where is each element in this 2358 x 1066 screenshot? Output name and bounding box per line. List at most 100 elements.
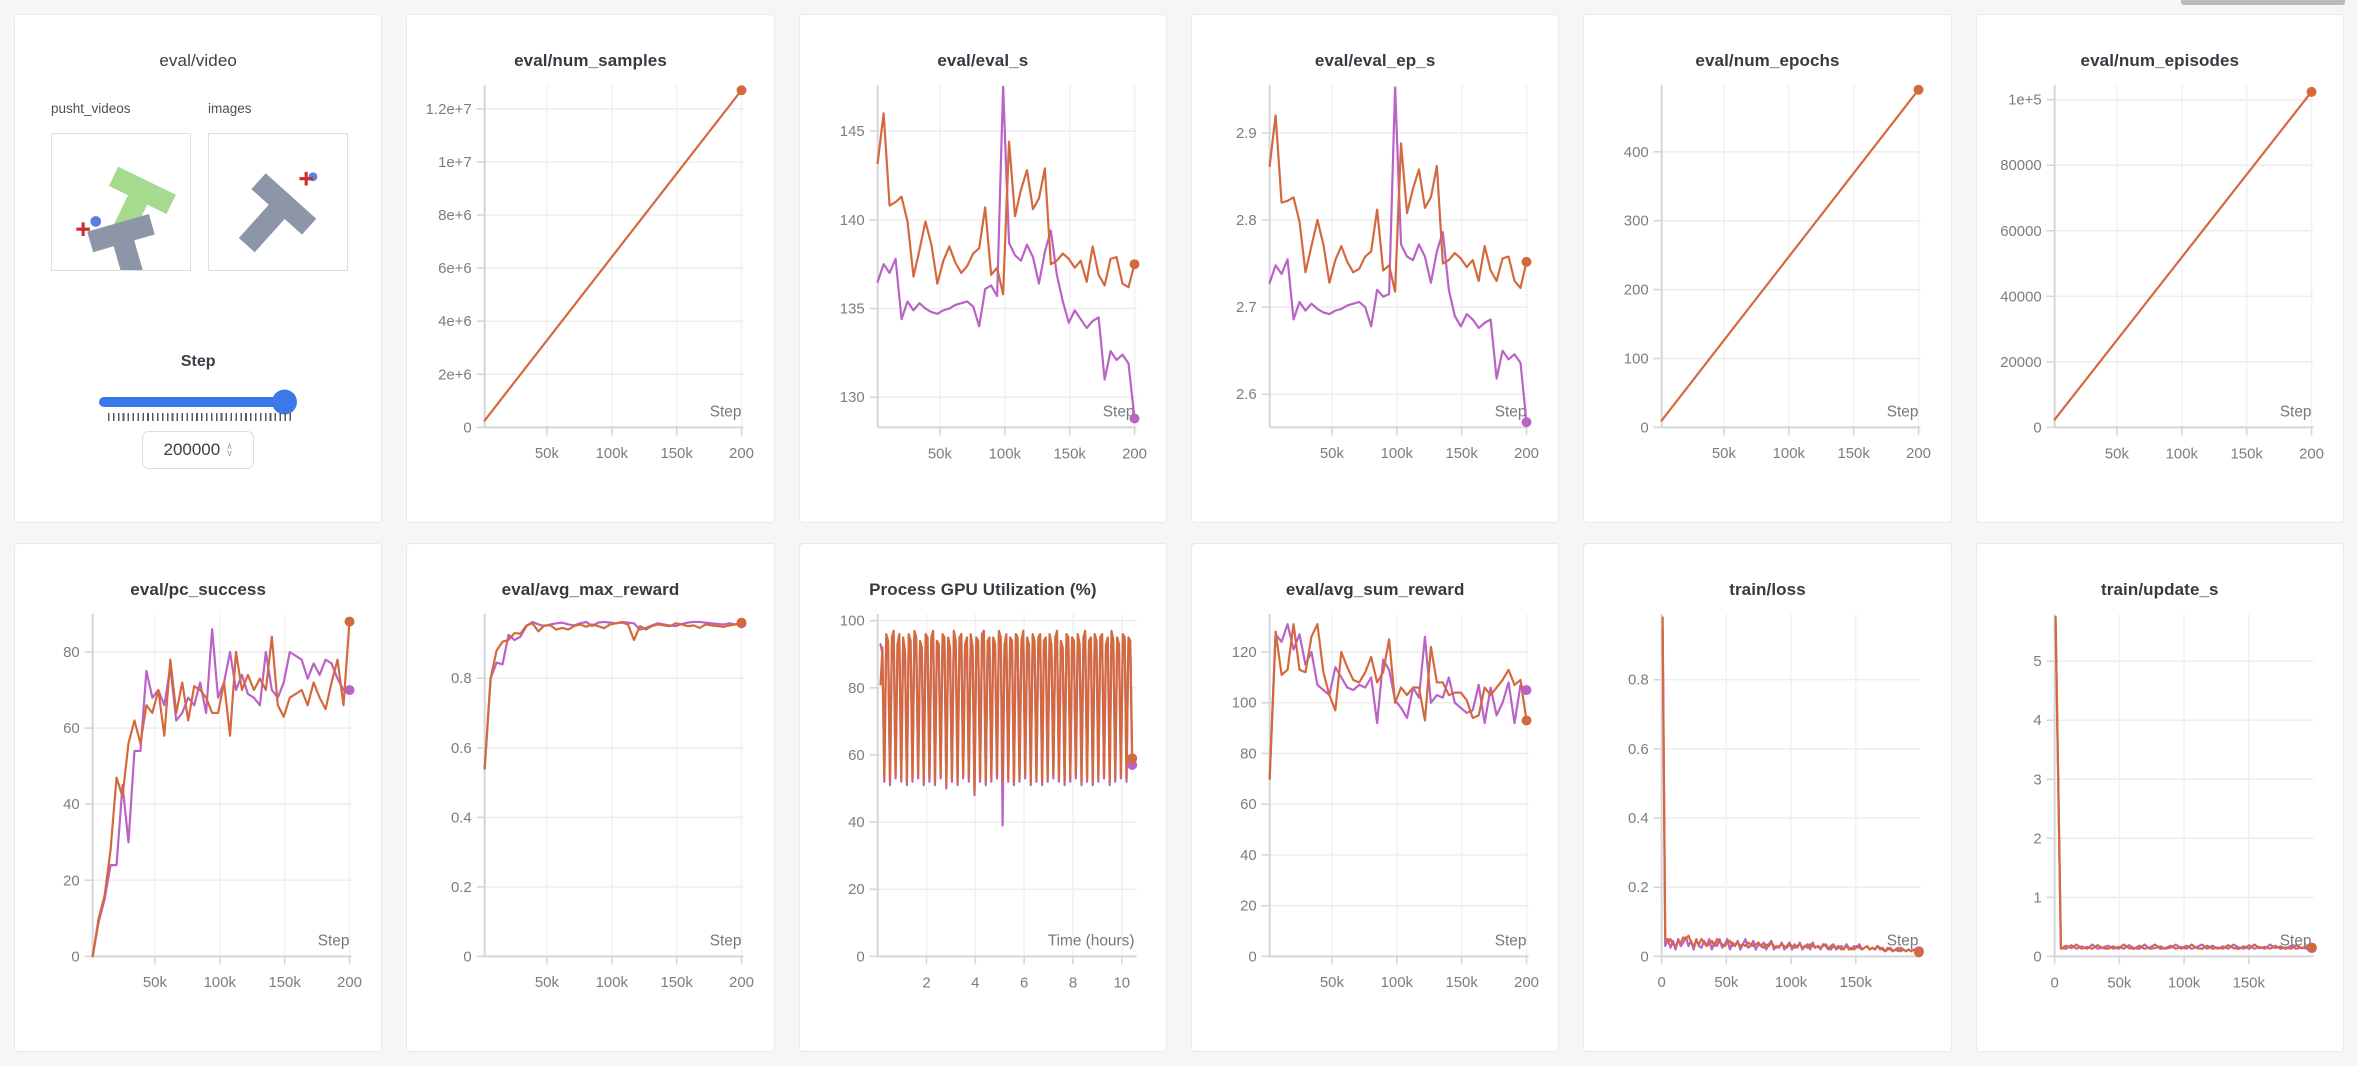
svg-text:0.6: 0.6: [1628, 741, 1649, 758]
video-panel-body: pusht_videos images: [15, 77, 381, 520]
panel-title: eval/eval_s: [937, 51, 1029, 70]
media-label-images: images: [208, 101, 252, 116]
panel-eval-avg-sum-reward: eval/avg_sum_reward 0 20 40 60 80 100 120 50k 10…: [1191, 543, 1560, 1052]
svg-text:2.8: 2.8: [1236, 212, 1257, 229]
stepper-down-icon[interactable]: ∨: [226, 448, 233, 458]
chart-train-update-s[interactable]: 0 1 2 3 4 5 0 50k 100k 150k Step: [1977, 606, 2343, 1028]
pusht-video-thumbnail[interactable]: [51, 133, 191, 271]
svg-text:200: 200: [1624, 282, 1649, 299]
panel-eval-num-epochs: eval/num_epochs 0 100 200 300 400 50k 100k 150k…: [1583, 14, 1952, 523]
svg-text:50k: 50k: [535, 445, 560, 462]
svg-text:4: 4: [971, 974, 979, 991]
chart-eval-avg-max-reward[interactable]: 0 0.2 0.4 0.6 0.8 50k 100k 150k 200 Step: [407, 606, 773, 1028]
stepper-icons[interactable]: ∧ ∨: [226, 441, 233, 458]
step-slider-thumb[interactable]: [272, 389, 297, 415]
svg-text:2: 2: [2033, 830, 2041, 847]
chart-gpu-utilization[interactable]: 0 20 40 60 80 100 2 4 6 8 10 Time (hours): [800, 606, 1166, 1028]
svg-text:Step: Step: [1495, 403, 1527, 420]
svg-text:135: 135: [839, 301, 864, 318]
svg-text:60: 60: [848, 747, 865, 764]
pusht-image-icon: [238, 171, 318, 253]
svg-text:Time (hours): Time (hours): [1047, 932, 1134, 949]
chart-eval-num-episodes[interactable]: 0 20000 40000 60000 80000 1e+5 50k 100k 150k 200 S…: [1977, 77, 2343, 499]
svg-text:0.4: 0.4: [1628, 810, 1649, 827]
chart-eval-num-epochs[interactable]: 0 100 200 300 400 50k 100k 150k 200 Step: [1584, 77, 1950, 499]
svg-text:80: 80: [1240, 745, 1257, 762]
chart-eval-eval-ep-s[interactable]: 2.6 2.7 2.8 2.9 50k 100k 150k 200 Step: [1192, 77, 1558, 499]
svg-text:60: 60: [63, 720, 80, 737]
svg-text:4: 4: [2033, 712, 2041, 729]
svg-text:200: 200: [729, 974, 754, 991]
panel-title: eval/pc_success: [130, 580, 267, 599]
svg-text:150k: 150k: [661, 974, 694, 991]
svg-text:2e+6: 2e+6: [438, 366, 472, 383]
svg-text:50k: 50k: [1712, 445, 1737, 462]
svg-text:0: 0: [464, 419, 472, 436]
panel-title: eval/num_epochs: [1695, 51, 1840, 70]
chart-eval-avg-sum-reward[interactable]: 0 20 40 60 80 100 120 50k 100k 150k 200 Step: [1192, 606, 1558, 1028]
svg-text:200: 200: [1906, 445, 1931, 462]
panel-title: eval/num_samples: [514, 51, 667, 70]
chart-eval-num-samples[interactable]: 0 2e+6 4e+6 6e+6 8e+6 1e+7 1.2e+7 50k 100k 150k 20…: [407, 77, 773, 499]
svg-text:Step: Step: [1495, 932, 1527, 949]
stepper-up-icon[interactable]: ∧: [226, 441, 233, 451]
svg-text:Step: Step: [710, 932, 742, 949]
svg-text:100: 100: [1232, 695, 1257, 712]
chart-eval-eval-s[interactable]: 130 135 140 145 50k 100k 150k 200 Step: [800, 77, 1166, 499]
panel-title: train/update_s: [2101, 580, 2219, 599]
svg-text:20000: 20000: [2000, 354, 2042, 371]
svg-text:100: 100: [839, 613, 864, 630]
svg-text:Step: Step: [1887, 403, 1919, 420]
svg-text:0: 0: [71, 948, 79, 965]
svg-text:0: 0: [1658, 974, 1666, 991]
step-value-input[interactable]: 200000 ∧ ∨: [142, 431, 255, 469]
svg-text:100k: 100k: [596, 445, 629, 462]
svg-text:100k: 100k: [988, 445, 1021, 462]
svg-text:0.2: 0.2: [1628, 879, 1649, 896]
panel-eval-eval-ep-s: eval/eval_ep_s 2.6 2.7 2.8 2.9 50k 100k 150k 20…: [1191, 14, 1560, 523]
svg-text:Step: Step: [2279, 403, 2311, 420]
svg-text:1.2e+7: 1.2e+7: [426, 101, 472, 118]
target-cross: [299, 171, 313, 186]
svg-text:150k: 150k: [1445, 974, 1478, 991]
svg-text:50k: 50k: [1320, 445, 1345, 462]
svg-text:Step: Step: [2279, 932, 2311, 949]
svg-text:Step: Step: [1102, 403, 1134, 420]
panel-title: eval/avg_sum_reward: [1285, 580, 1465, 599]
svg-text:8e+6: 8e+6: [438, 207, 472, 224]
panel-title: eval/num_episodes: [2080, 51, 2240, 70]
horizontal-scrollbar[interactable]: [2181, 0, 2345, 5]
panel-train-update-s: train/update_s 0 1 2 3 4 5 0 50k 100k 150k Step: [1975, 543, 2344, 1052]
svg-text:120: 120: [1232, 644, 1257, 661]
svg-text:20: 20: [848, 881, 865, 898]
svg-text:20: 20: [1240, 898, 1257, 915]
svg-text:150k: 150k: [2232, 974, 2265, 991]
svg-text:100k: 100k: [204, 974, 237, 991]
images-thumbnail[interactable]: [208, 133, 348, 271]
svg-text:50k: 50k: [143, 974, 168, 991]
svg-text:4e+6: 4e+6: [438, 313, 472, 330]
svg-text:2.9: 2.9: [1236, 125, 1257, 142]
target-cross: [76, 222, 90, 236]
panel-train-loss: train/loss 0 0.2 0.4 0.6 0.8 0 50k 100k 150k Step: [1583, 543, 1952, 1052]
svg-text:200: 200: [729, 445, 754, 462]
svg-text:60000: 60000: [2000, 223, 2042, 240]
svg-text:50k: 50k: [1715, 974, 1740, 991]
svg-text:50k: 50k: [535, 974, 560, 991]
chart-train-loss[interactable]: 0 0.2 0.4 0.6 0.8 0 50k 100k 150k Step: [1584, 606, 1950, 1028]
svg-text:50k: 50k: [1320, 974, 1345, 991]
svg-text:200: 200: [1514, 974, 1539, 991]
svg-text:0: 0: [2033, 948, 2041, 965]
svg-text:80000: 80000: [2000, 157, 2042, 174]
step-slider-track[interactable]: [99, 389, 297, 415]
svg-text:200: 200: [337, 974, 362, 991]
svg-text:60: 60: [1240, 796, 1257, 813]
svg-text:2: 2: [922, 974, 930, 991]
svg-text:1e+5: 1e+5: [2008, 92, 2042, 109]
svg-text:6: 6: [1020, 974, 1028, 991]
svg-text:100k: 100k: [596, 974, 629, 991]
gray-t-shape: [87, 213, 155, 270]
panel-title: eval/eval_ep_s: [1314, 51, 1436, 70]
svg-text:100k: 100k: [1775, 974, 1808, 991]
chart-eval-pc-success[interactable]: 0 20 40 60 80 50k 100k 150k 200 Step: [15, 606, 381, 1028]
